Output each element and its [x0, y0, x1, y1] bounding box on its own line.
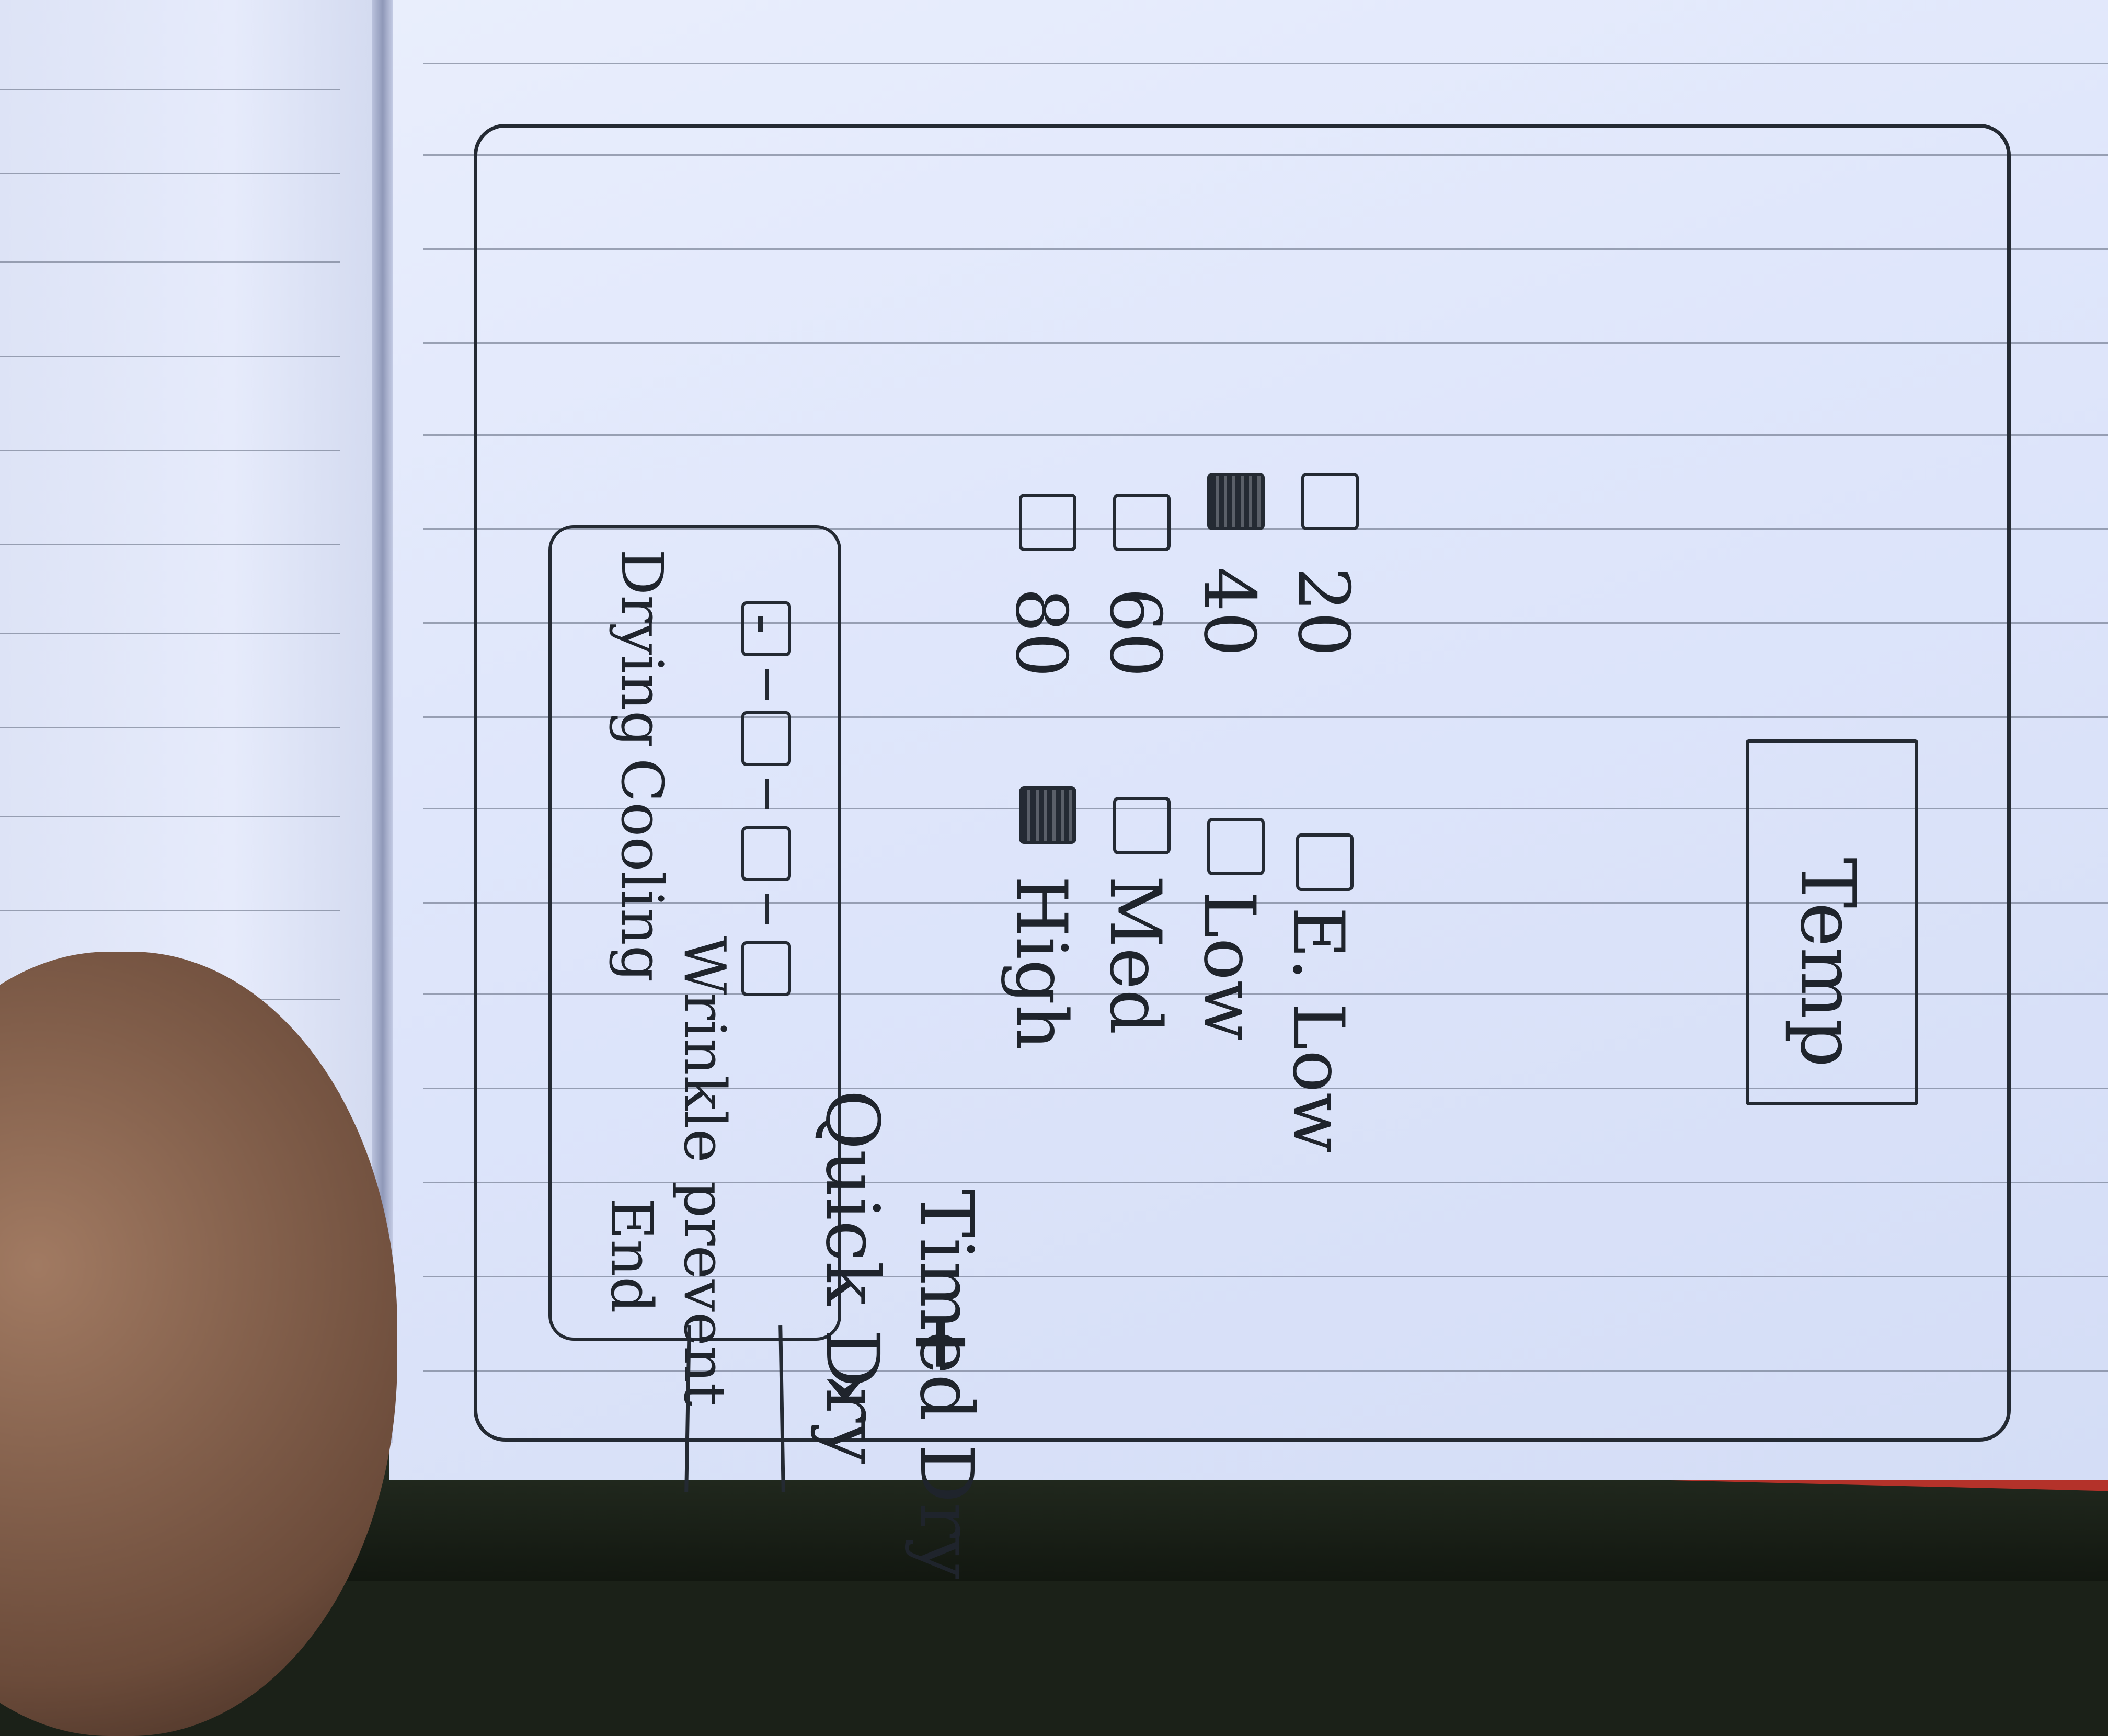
ruled-line	[423, 902, 2108, 904]
dryness-option-low-label[interactable]: Low	[1188, 891, 1270, 1041]
progress-label-cooling: Cooling	[609, 758, 675, 983]
ruled-line	[0, 356, 340, 357]
ruled-line	[423, 528, 2108, 530]
progress-label-wrinkle-prevent: Wrinkle prevent	[671, 936, 738, 1407]
progress-label-drying: Drying	[609, 549, 675, 748]
ruled-line	[0, 910, 340, 911]
ruled-line	[423, 342, 2108, 344]
progress-step-box-end	[741, 941, 791, 996]
ruled-line	[423, 808, 2108, 809]
ruled-line	[423, 63, 2108, 64]
time-option-20-radio[interactable]	[1301, 473, 1359, 530]
ruled-line	[0, 544, 340, 545]
temp-button[interactable]: Temp	[1746, 739, 1918, 1105]
time-option-80-label[interactable]: 80	[1000, 588, 1082, 678]
progress-step-box-drying	[741, 601, 791, 656]
dryness-option-elow-label[interactable]: E. Low	[1277, 907, 1359, 1153]
ruled-line	[0, 261, 340, 263]
ruled-line	[0, 450, 340, 451]
progress-connector	[765, 779, 769, 809]
ruled-line	[423, 248, 2108, 250]
dryness-option-high-radio[interactable]	[1019, 786, 1076, 844]
progress-step-box-cooling	[741, 711, 791, 766]
time-option-40-radio[interactable]	[1207, 473, 1265, 530]
cycle-progress-panel: Drying Cooling Wrinkle prevent End	[548, 525, 841, 1406]
ruled-line	[423, 716, 2108, 718]
ruled-line	[423, 1182, 2108, 1183]
time-option-20-label[interactable]: 20	[1282, 567, 1365, 657]
progress-step-box-wrinkle	[741, 826, 791, 881]
progress-connector	[765, 669, 769, 700]
progress-connector	[765, 894, 769, 924]
progress-label-end: End	[598, 1197, 665, 1314]
dryness-option-high-label[interactable]: High	[1000, 875, 1082, 1050]
ruled-line	[0, 173, 340, 174]
cycle-timed-dry[interactable]: Timed Dry	[903, 1189, 989, 1580]
dryness-option-med-radio[interactable]	[1113, 797, 1171, 854]
ruled-line	[423, 434, 2108, 436]
time-option-80-radio[interactable]	[1019, 494, 1076, 551]
notebook-right-page	[389, 0, 2108, 1480]
ruled-line	[423, 993, 2108, 995]
ruled-line	[0, 816, 340, 817]
time-option-60-radio[interactable]	[1113, 494, 1171, 551]
ruled-line	[423, 1276, 2108, 1277]
ruled-line	[0, 89, 340, 90]
dryness-option-elow-radio[interactable]	[1296, 833, 1354, 891]
dryer-control-screen-sketch: Drying Cooling Wrinkle prevent End High …	[474, 124, 2011, 1579]
ruled-line	[423, 1088, 2108, 1089]
ruled-line	[0, 633, 340, 634]
ruled-line	[423, 1370, 2108, 1372]
dryness-option-med-label[interactable]: Med	[1094, 875, 1176, 1035]
dryness-option-low-radio[interactable]	[1207, 818, 1265, 875]
ruled-line	[0, 727, 340, 728]
cycle-quick-dry[interactable]: Quick Dry	[809, 1090, 895, 1464]
ruled-line	[423, 622, 2108, 624]
time-option-60-label[interactable]: 60	[1094, 588, 1176, 678]
time-option-40-label[interactable]: 40	[1188, 567, 1270, 657]
ruled-line	[423, 154, 2108, 156]
temp-button-label[interactable]: Temp	[1783, 858, 1872, 1068]
